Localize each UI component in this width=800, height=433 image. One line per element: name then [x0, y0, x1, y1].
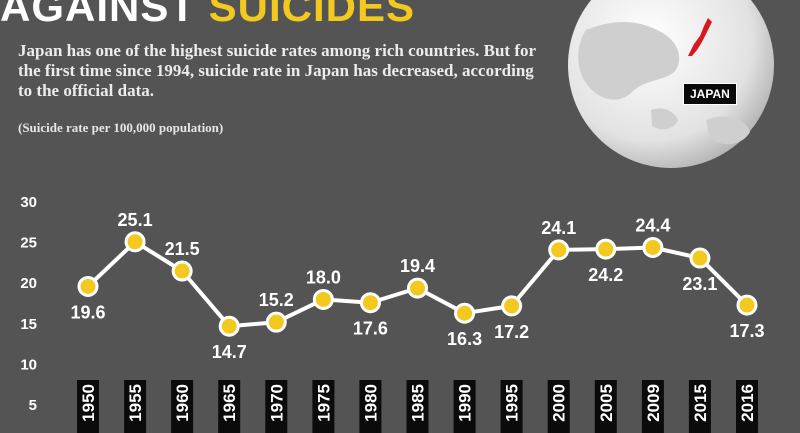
x-tick-label: 1955 — [126, 384, 145, 422]
data-point — [312, 288, 334, 310]
x-tick-bg — [688, 380, 711, 433]
data-point — [454, 302, 476, 324]
japan-map-label: JAPAN — [683, 83, 737, 105]
x-tick-bg — [406, 380, 429, 433]
y-tick-label: 5 — [29, 397, 37, 414]
x-tick: 2015 — [688, 380, 711, 433]
x-tick: 1995 — [500, 380, 523, 433]
data-label: 24.4 — [635, 215, 670, 235]
x-tick-label: 1980 — [361, 384, 380, 422]
data-label: 17.2 — [494, 322, 529, 342]
x-tick-label: 2015 — [691, 384, 710, 422]
x-tick-bg — [359, 380, 382, 433]
x-tick: 1990 — [453, 380, 476, 433]
x-tick-label: 1995 — [503, 384, 522, 422]
y-axis: 5 10 15 20 25 30 — [20, 194, 37, 414]
data-point — [689, 247, 711, 269]
data-label: 25.1 — [118, 210, 153, 230]
data-point — [265, 311, 287, 333]
x-tick-label: 2005 — [597, 384, 616, 422]
data-label: 17.6 — [353, 319, 388, 339]
x-tick-bg — [594, 380, 617, 433]
x-tick: 1960 — [171, 380, 194, 433]
x-tick: 2009 — [641, 380, 664, 433]
intro-text: Japan has one of the highest suicide rat… — [18, 41, 536, 100]
x-axis: 1950 1955 1960 1965 1970 1975 1980 1985 1990 1995… — [77, 380, 758, 433]
x-tick: 1955 — [124, 380, 147, 433]
data-point — [124, 231, 146, 253]
x-tick: 2005 — [594, 380, 617, 433]
x-tick-label: 1975 — [314, 384, 333, 422]
data-point — [642, 236, 664, 258]
data-label: 16.3 — [447, 329, 482, 349]
data-label: 23.1 — [682, 274, 717, 294]
x-tick-bg — [265, 380, 288, 433]
x-tick-bg — [312, 380, 335, 433]
x-tick-label: 1950 — [79, 384, 98, 422]
chart-subtitle: (Suicide rate per 100,000 population) — [18, 120, 224, 135]
x-tick-label: 2000 — [550, 384, 569, 422]
headline-word-suicides: SUICIDES — [208, 0, 416, 30]
x-tick-bg — [500, 380, 523, 433]
data-label: 18.0 — [306, 267, 341, 287]
x-tick-bg — [171, 380, 194, 433]
headline-word-against: AGAINST — [0, 0, 196, 30]
data-point — [548, 239, 570, 261]
x-tick-label: 1960 — [173, 384, 192, 422]
data-point — [736, 294, 758, 316]
x-tick-bg — [641, 380, 664, 433]
japan-highlight — [688, 18, 712, 56]
y-tick-label: 25 — [20, 235, 37, 252]
y-tick-label: 10 — [20, 356, 37, 373]
x-tick: 1980 — [359, 380, 382, 433]
data-point — [595, 238, 617, 260]
x-tick-label: 1965 — [220, 384, 239, 422]
data-point — [218, 315, 240, 337]
x-tick-bg — [218, 380, 241, 433]
data-label: 19.4 — [400, 256, 435, 276]
data-label: 24.1 — [541, 218, 576, 238]
data-point — [77, 275, 99, 297]
data-point — [359, 292, 381, 314]
data-point — [171, 260, 193, 282]
x-tick-bg — [124, 380, 147, 433]
y-tick-label: 30 — [20, 194, 37, 211]
x-tick-label: 1985 — [409, 384, 428, 422]
data-label: 17.3 — [729, 321, 764, 341]
data-point — [501, 295, 523, 317]
x-tick-bg — [453, 380, 476, 433]
data-labels: 19.6 25.1 21.5 14.7 15.2 18.0 17.6 19.4 16.3 17.2… — [70, 210, 764, 362]
x-tick-label: 1970 — [267, 384, 286, 422]
x-tick-label: 2016 — [738, 384, 757, 422]
x-tick-bg — [547, 380, 570, 433]
data-label: 15.2 — [259, 290, 294, 310]
data-points — [77, 231, 758, 337]
data-label: 14.7 — [212, 342, 247, 362]
x-tick-label: 2009 — [644, 384, 663, 422]
data-label: 24.2 — [588, 265, 623, 285]
headline: AGAINST SUICIDES — [0, 0, 415, 28]
x-tick-bg — [77, 380, 99, 433]
x-tick: 2000 — [547, 380, 570, 433]
x-tick: 1950 — [77, 380, 99, 433]
data-label: 19.6 — [70, 302, 105, 322]
data-label: 21.5 — [165, 239, 200, 259]
x-tick-bg — [736, 380, 758, 433]
x-tick: 2016 — [736, 380, 758, 433]
x-tick: 1970 — [265, 380, 288, 433]
x-tick: 1965 — [218, 380, 241, 433]
data-point — [407, 277, 428, 299]
y-tick-label: 15 — [20, 316, 37, 333]
x-tick: 1975 — [312, 380, 335, 433]
x-tick-label: 1990 — [456, 384, 475, 422]
y-tick-label: 20 — [20, 275, 37, 292]
globe-map — [566, 0, 776, 170]
x-tick: 1985 — [406, 380, 429, 433]
